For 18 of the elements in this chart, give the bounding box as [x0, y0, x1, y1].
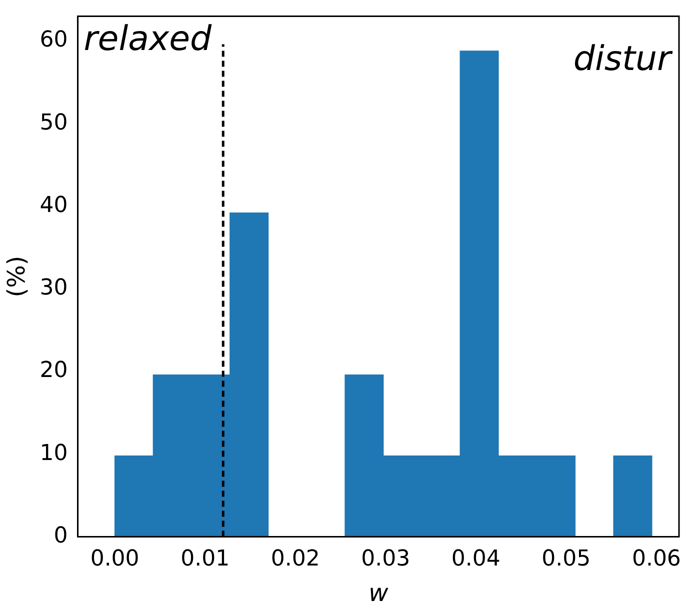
x-tick-label: 0.03: [361, 546, 410, 572]
x-tick-label: 0.01: [180, 546, 230, 572]
x-tick-label: 0.05: [542, 546, 591, 572]
y-tick-label: 10: [40, 440, 68, 466]
y-tick-label: 60: [40, 28, 68, 53]
y-axis-title: (%): [2, 256, 31, 298]
y-tick-label: 50: [40, 110, 68, 136]
x-tick-label: 0.04: [451, 546, 500, 572]
x-tick-label: 0.00: [90, 546, 140, 572]
y-tick-label: 30: [40, 276, 68, 301]
y-tick-label: 40: [40, 192, 68, 218]
y-tick-label: 0: [54, 524, 68, 549]
annotation: relaxed: [84, 19, 212, 60]
x-axis-title: w: [368, 578, 389, 607]
x-tick-label: 0.06: [632, 546, 681, 572]
x-tick-label: 0.02: [270, 546, 320, 572]
y-tick-label: 20: [40, 358, 68, 384]
annotation: distur: [573, 39, 674, 80]
